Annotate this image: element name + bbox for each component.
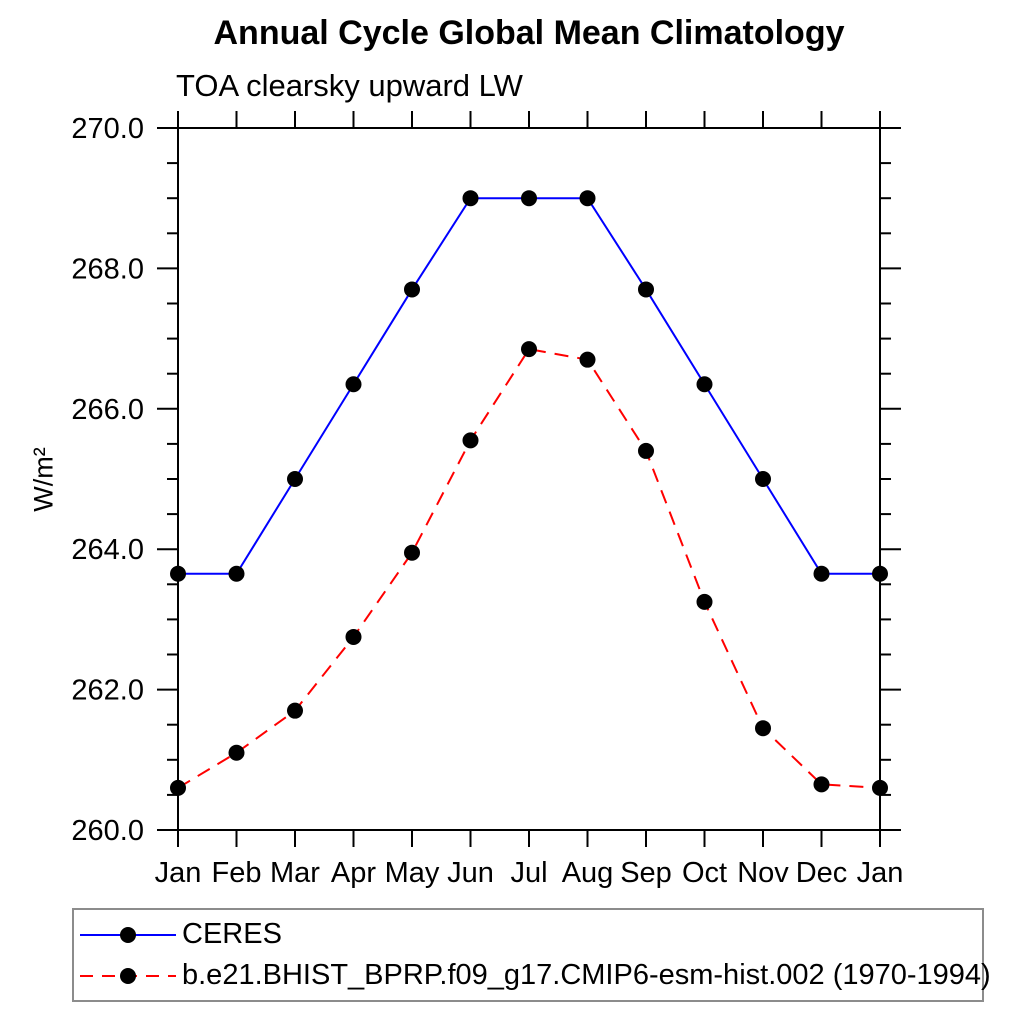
- data-point-series-0: [696, 376, 713, 393]
- data-point-series-1: [521, 341, 537, 358]
- data-point-series-1: [813, 776, 830, 793]
- x-tick-label: Jan: [155, 857, 202, 889]
- y-tick-label: 262.0: [71, 675, 144, 707]
- legend-line-sample-solid: [80, 926, 176, 943]
- data-point-series-0: [813, 565, 830, 582]
- data-point-series-0: [872, 565, 888, 582]
- x-tick-label: Jul: [510, 857, 547, 889]
- x-tick-label: Oct: [682, 857, 727, 889]
- data-point-series-1: [287, 702, 303, 719]
- plot-frame: [177, 127, 881, 831]
- data-point-series-0: [521, 190, 537, 207]
- data-point-series-0: [638, 281, 654, 298]
- legend-marker-icon: [120, 967, 136, 984]
- data-point-series-0: [170, 565, 186, 582]
- legend-line-sample-dashed: [80, 967, 176, 984]
- x-tick-label: Mar: [270, 857, 320, 889]
- series-line-0: [178, 197, 880, 575]
- data-point-series-0: [462, 190, 479, 207]
- data-point-series-0: [579, 190, 596, 207]
- series-line-1: [177, 348, 881, 789]
- legend-marker-icon: [120, 926, 136, 943]
- data-point-series-1: [872, 779, 888, 796]
- x-tick-label: Aug: [562, 857, 614, 889]
- data-point-series-1: [755, 720, 771, 737]
- x-tick-label: Feb: [212, 857, 262, 889]
- x-tick-label: May: [385, 857, 440, 889]
- x-tick-label: Jun: [447, 857, 494, 889]
- data-point-series-1: [345, 628, 362, 645]
- y-tick-label: 266.0: [71, 394, 144, 426]
- legend-entry-model: b.e21.BHIST_BPRP.f09_g17.CMIP6-esm-hist.…: [74, 959, 991, 993]
- data-point-series-0: [404, 281, 420, 298]
- data-point-series-1: [228, 744, 245, 761]
- data-point-series-1: [638, 442, 654, 459]
- chart-subtitle: TOA clearsky upward LW: [176, 68, 523, 103]
- data-point-series-0: [755, 471, 771, 487]
- y-tick-label: 264.0: [71, 534, 144, 566]
- data-point-series-1: [170, 779, 186, 796]
- y-tick-label: 270.0: [71, 113, 144, 145]
- data-point-series-1: [696, 593, 713, 610]
- x-tick-label: Apr: [331, 857, 376, 889]
- x-tick-label: Sep: [620, 857, 672, 889]
- legend: CERES b.e21.BHIST_BPRP.f09_g17.CMIP6-esm…: [72, 908, 991, 1002]
- data-point-series-1: [579, 351, 596, 368]
- legend-entry-ceres: CERES: [74, 918, 982, 952]
- legend-label-model: b.e21.BHIST_BPRP.f09_g17.CMIP6-esm-hist.…: [182, 959, 991, 991]
- x-tick-label: Nov: [737, 857, 789, 889]
- data-point-series-0: [228, 565, 245, 582]
- data-point-series-1: [404, 544, 420, 561]
- legend-label-ceres: CERES: [182, 918, 282, 950]
- data-point-series-0: [287, 471, 303, 487]
- data-point-series-0: [345, 376, 362, 393]
- data-point-series-1: [462, 432, 479, 449]
- x-tick-label: Dec: [796, 857, 848, 889]
- chart-title: Annual Cycle Global Mean Climatology: [213, 14, 845, 52]
- y-tick-label: 268.0: [71, 253, 144, 285]
- x-tick-label: Jan: [857, 857, 904, 889]
- y-tick-label: 260.0: [71, 815, 144, 847]
